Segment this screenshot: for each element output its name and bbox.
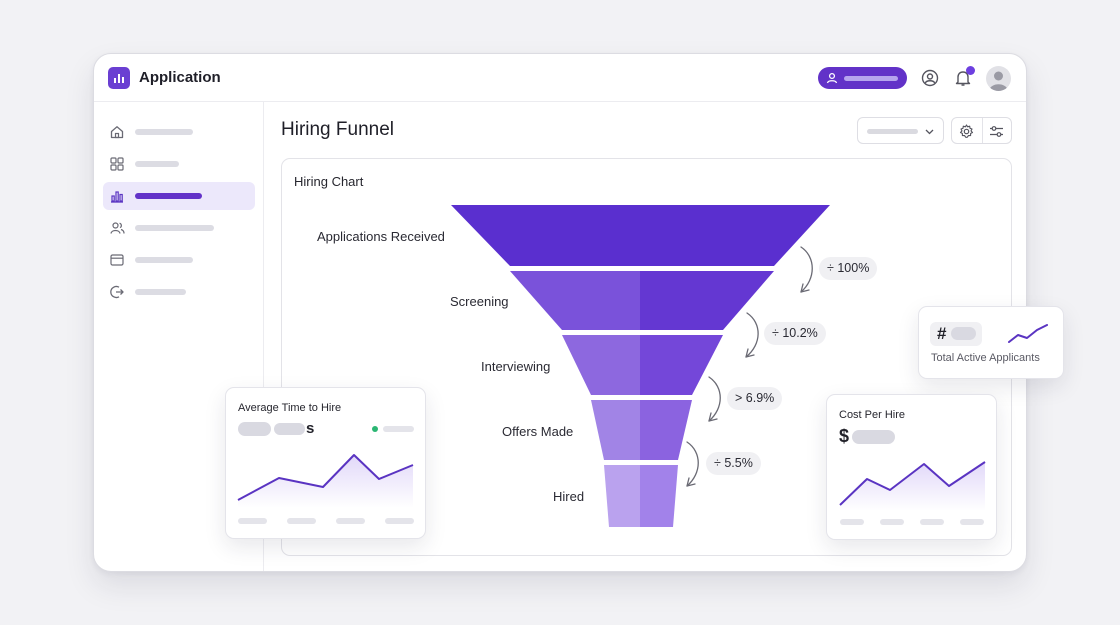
value-placeholder [852,430,895,444]
axis-tick-placeholder [238,518,267,524]
bell-icon[interactable] [954,69,972,87]
conversion-rate-badge: ÷ 10.2% [764,322,826,345]
sidebar-item-label [135,129,193,135]
chevron-down-icon [925,129,934,135]
cost-per-hire-card[interactable]: Cost Per Hire $ [826,394,997,540]
chart-title: Hiring Chart [294,174,364,189]
stage-label: Hired [553,489,585,504]
conversion-arrow [708,376,721,422]
stage-label: Screening [450,294,509,309]
funnel-stage-applications [451,205,830,266]
axis-tick-placeholder [920,519,944,525]
sidebar [94,102,264,571]
axis-tick-placeholder [336,518,365,524]
value-placeholder [238,422,271,436]
account-circle-icon[interactable] [921,69,939,87]
axis-tick-placeholder [385,518,414,524]
conversion-arrow [745,312,759,358]
grid-icon [110,157,124,171]
funnel-stage-interviewing [562,335,640,395]
card-title: Cost Per Hire [839,409,906,421]
conversion-arrow [686,441,699,487]
stage-label: Interviewing [481,359,551,374]
date-range-dropdown[interactable] [857,117,944,144]
gear-icon[interactable] [959,124,974,139]
account-name-placeholder [844,76,898,81]
funnel-stage-screening [510,271,640,330]
bar-chart-icon[interactable] [108,67,130,89]
app-title: Application [139,69,221,86]
account-button[interactable] [818,67,907,89]
user-icon [826,72,838,84]
sidebar-item-label [135,225,214,231]
page-title: Hiring Funnel [281,119,394,140]
sidebar-item-label [135,193,202,199]
card-title: Average Time to Hire [238,402,342,414]
conversion-rate-badge: ÷ 5.5% [706,452,761,475]
sidebar-item-home[interactable] [103,118,255,146]
conversion-rate-badge: > 6.9% [727,387,783,410]
browser-window-icon [110,254,124,266]
status-dot [372,426,378,432]
value-placeholder [951,327,976,340]
funnel-stage-offers [591,400,640,460]
axis-tick-placeholder [287,518,316,524]
sidebar-item-logout[interactable] [103,278,255,306]
users-icon [110,222,125,234]
axis-tick-placeholder [840,519,864,525]
sidebar-item-label [135,289,186,295]
sidebar-item-label [135,257,193,263]
sidebar-item-calendar[interactable] [103,246,255,274]
sidebar-item-users[interactable] [103,214,255,242]
value-placeholder [274,423,305,435]
title-bar: Application [94,54,1026,102]
total-active-applicants-card[interactable]: # Total Active Applicants [918,306,1064,379]
notification-dot [966,66,975,75]
toolbar-buttons [951,117,1012,144]
home-icon [110,126,124,139]
average-time-to-hire-card[interactable]: Average Time to Hire s [225,387,426,539]
stage-label: Applications Received [317,229,445,244]
axis-tick-placeholder [880,519,904,525]
logout-icon [110,285,124,299]
conversion-arrow [800,246,813,293]
sidebar-item-analytics[interactable] [103,182,255,210]
trend-sparkline [237,454,414,508]
stage-label: Offers Made [502,424,574,439]
card-label: Total Active Applicants [931,352,1040,364]
avatar[interactable] [986,66,1011,91]
axis-tick-placeholder [960,519,984,525]
funnel-stage-hired [604,465,640,527]
sidebar-item-dashboard[interactable] [103,150,255,178]
hiring-funnel [451,205,830,527]
trend-sparkline [839,461,986,511]
bar-chart-icon [111,191,123,203]
unit-suffix: s [306,420,315,437]
status-placeholder [383,426,414,432]
sliders-icon[interactable] [989,124,1004,139]
trend-sparkline [1008,324,1048,343]
dropdown-value-placeholder [867,129,918,134]
sidebar-item-label [135,161,179,167]
hash-symbol: # [937,324,947,343]
currency-symbol: $ [839,426,850,446]
conversion-rate-badge: ÷ 100% [819,257,878,280]
